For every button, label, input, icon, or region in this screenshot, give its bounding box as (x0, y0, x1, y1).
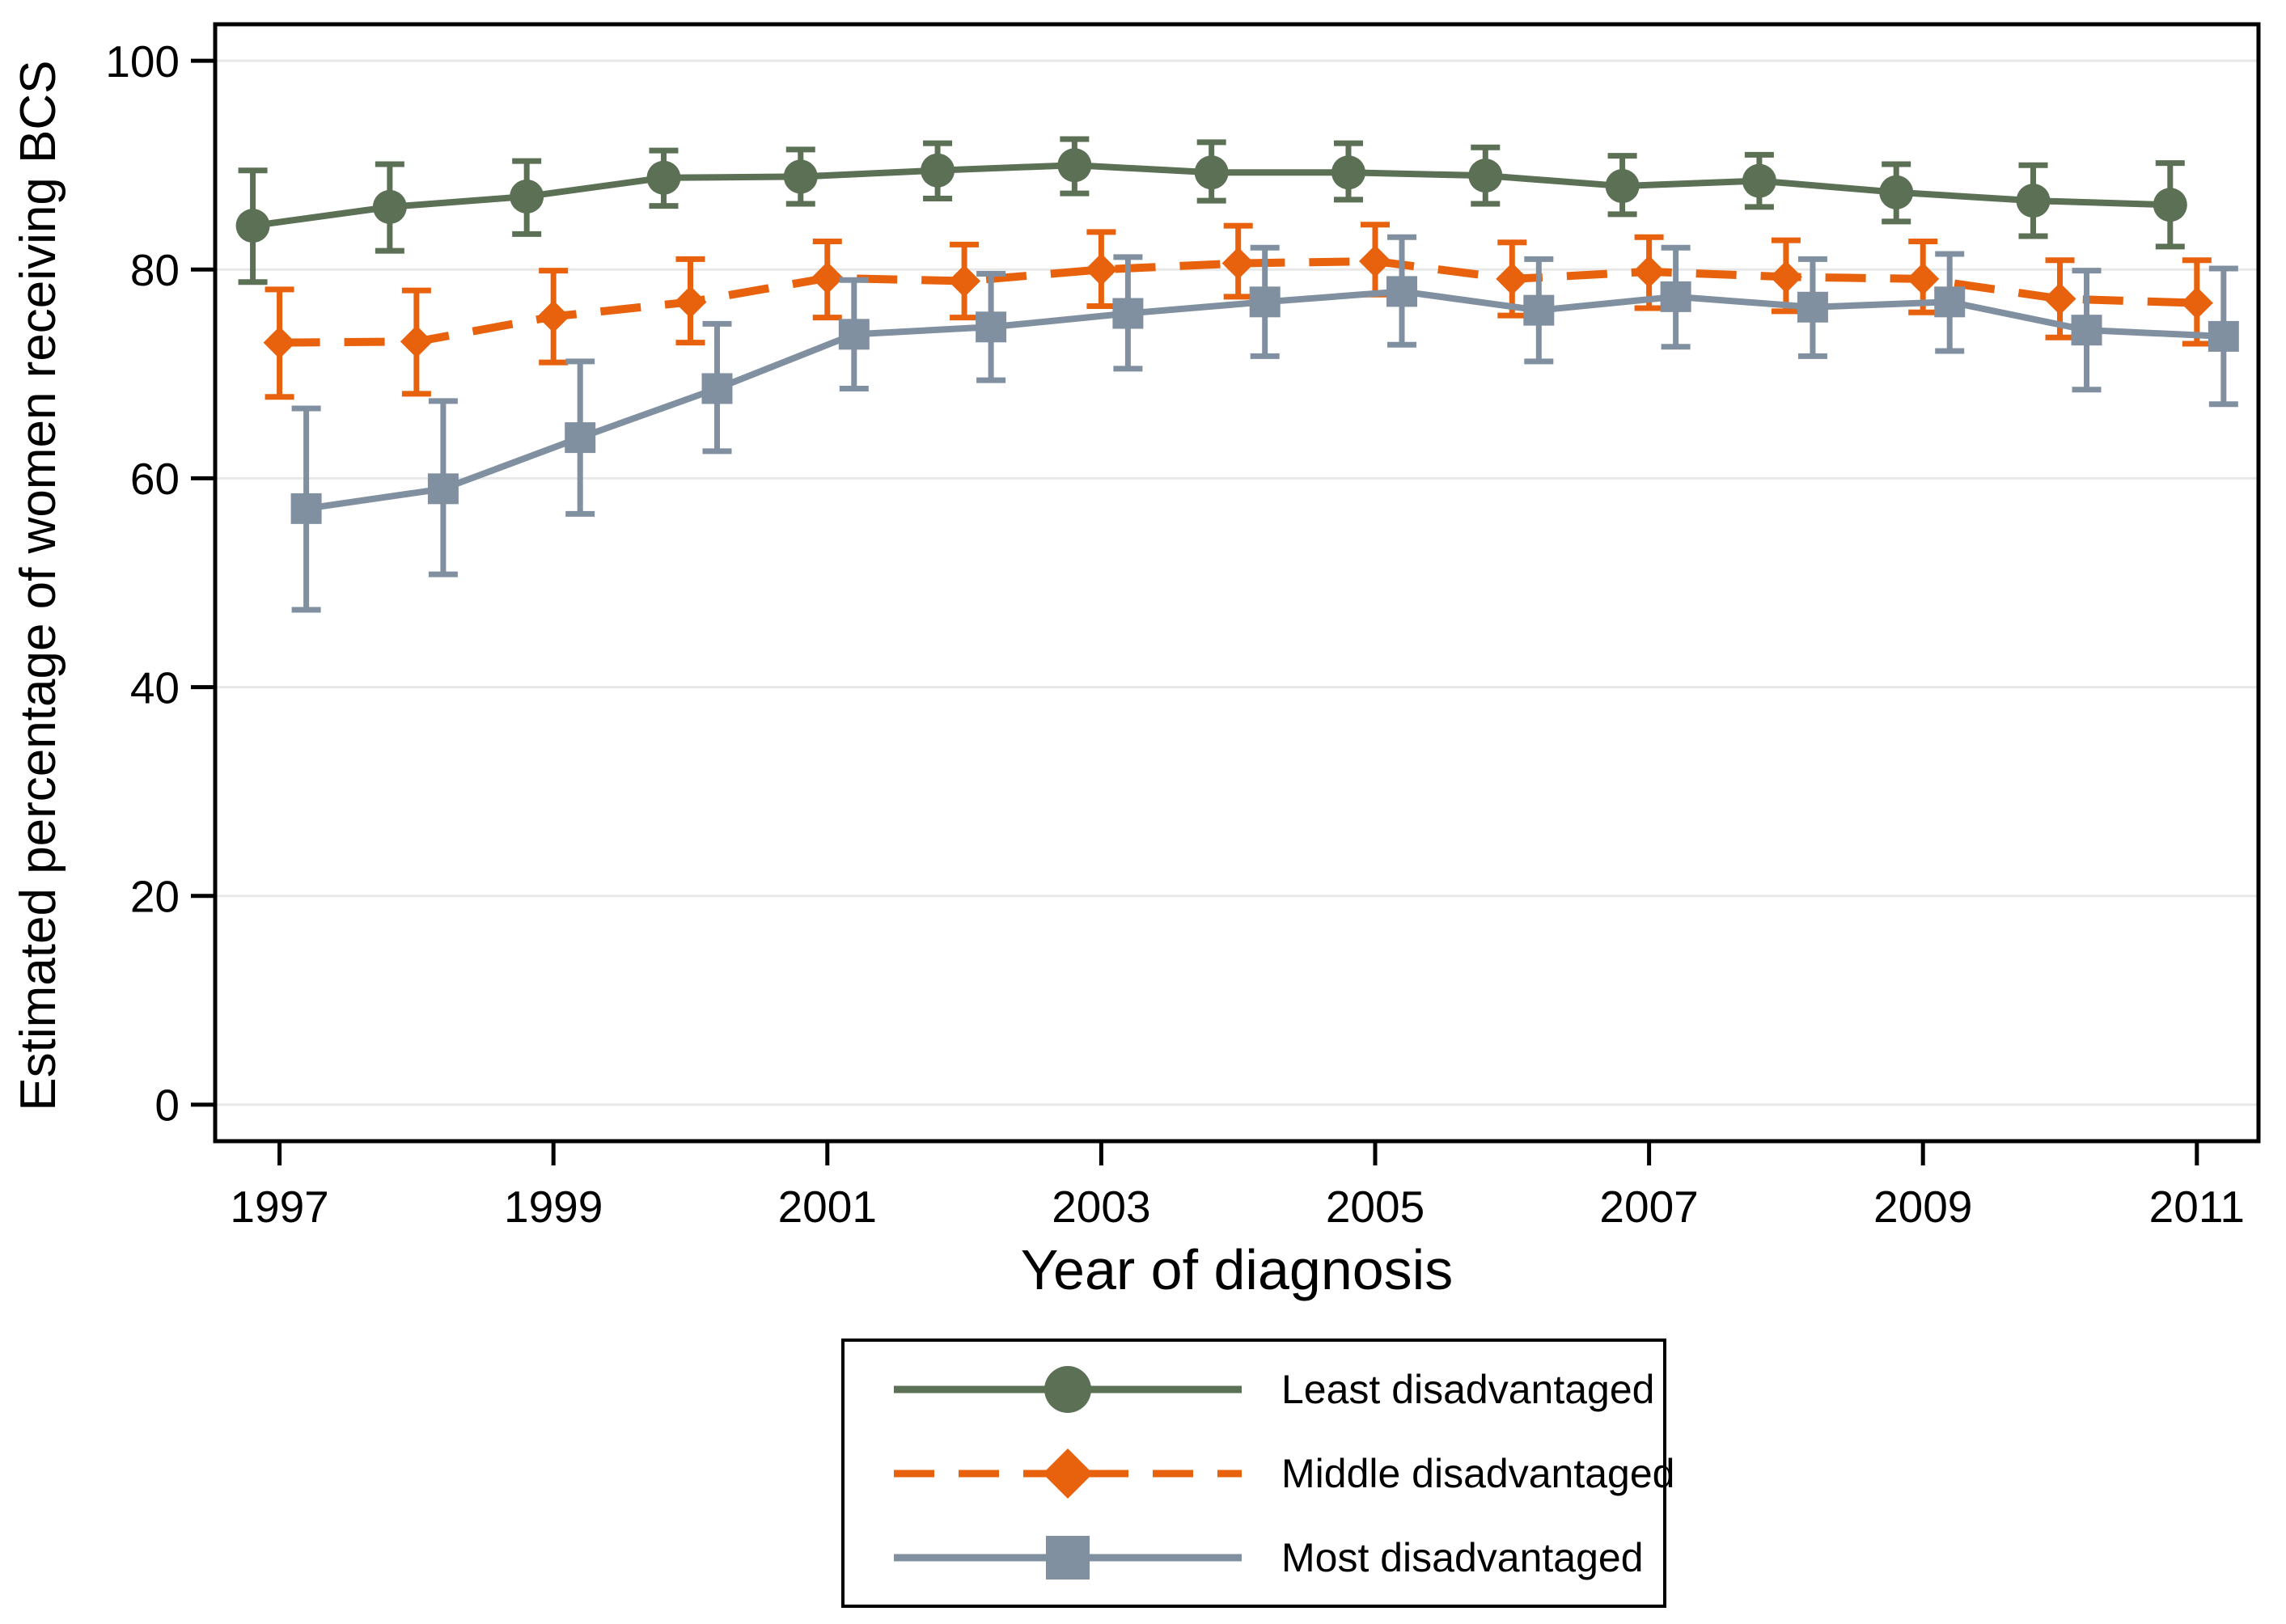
plot-border (213, 22, 2261, 1144)
x-tick-label: 1999 (504, 1182, 603, 1232)
data-point-square (1660, 281, 1691, 312)
data-point-square (565, 422, 596, 454)
x-tick-label: 2005 (1326, 1182, 1425, 1232)
x-tick-label: 2009 (1873, 1182, 1972, 1232)
data-point-square (427, 473, 459, 505)
data-point-diamond (1496, 262, 1529, 295)
data-point-square (701, 373, 733, 404)
y-tick-label: 20 (130, 871, 180, 921)
data-point-diamond (674, 285, 707, 319)
y-tick-label: 40 (130, 662, 180, 713)
data-point-square (1934, 286, 1966, 318)
data-point-diamond (1358, 244, 1391, 277)
data-point-diamond (400, 325, 433, 358)
legend-item: Most disadvantaged (890, 1516, 1663, 1600)
legend-label: Least disadvantaged (1281, 1366, 1655, 1412)
legend-sample-marker (1046, 1535, 1090, 1580)
data-point-circle (510, 179, 544, 214)
data-point-circle (372, 189, 407, 224)
legend-label: Middle disadvantaged (1281, 1450, 1675, 1496)
data-point-circle (1194, 155, 1229, 190)
data-point-square (1523, 294, 1555, 326)
legend: Least disadvantaged Middle disadvantaged… (841, 1339, 1674, 1608)
legend-item: Middle disadvantaged (890, 1432, 1674, 1516)
legend-sample-marker (1043, 1448, 1093, 1499)
data-point-square (2071, 315, 2102, 346)
y-tick-label: 0 (155, 1081, 180, 1131)
data-point-diamond (1085, 253, 1118, 286)
data-point-diamond (1907, 262, 1940, 295)
data-point-square (2208, 320, 2239, 352)
data-point-circle (1468, 159, 1503, 193)
data-point-circle (2016, 184, 2051, 218)
circle-marker-icon (894, 1365, 1242, 1413)
x-tick-label: 1997 (230, 1182, 328, 1232)
data-point-diamond (537, 300, 570, 333)
data-point-diamond (811, 261, 844, 294)
y-axis-title: Estimated percentage of women receiving … (10, 60, 66, 1111)
data-point-diamond (1221, 247, 1255, 280)
legend-item: Least disadvantaged (890, 1347, 1663, 1432)
x-tick-label: 2011 (2149, 1182, 2245, 1232)
data-point-circle (1605, 169, 1640, 204)
data-point-square (976, 311, 1007, 343)
data-point-diamond (948, 264, 981, 298)
data-point-circle (921, 153, 955, 188)
data-point-square (1249, 286, 1281, 318)
data-point-circle (1879, 175, 1914, 209)
y-tick-label: 80 (130, 245, 180, 295)
diamond-marker-icon (894, 1448, 1242, 1499)
data-point-square (838, 319, 870, 350)
data-point-circle (2153, 188, 2187, 222)
data-point-circle (1742, 163, 1776, 198)
data-point-circle (235, 209, 270, 243)
x-tick-label: 2001 (778, 1182, 877, 1232)
data-point-square (290, 493, 322, 524)
y-tick-label: 100 (105, 36, 180, 87)
data-point-circle (1057, 148, 1092, 183)
data-point-square (1797, 291, 1828, 323)
x-axis-title: Year of diagnosis (1020, 1238, 1454, 1301)
legend-sample-marker (1044, 1365, 1091, 1413)
legend-label: Most disadvantaged (1281, 1534, 1644, 1580)
data-point-square (1112, 298, 1144, 329)
x-tick-label: 2007 (1599, 1182, 1698, 1232)
data-point-diamond (1769, 260, 1802, 294)
data-point-circle (646, 160, 681, 195)
data-point-diamond (1632, 255, 1666, 288)
data-point-diamond (263, 326, 296, 359)
y-tick-label: 60 (130, 454, 180, 504)
x-tick-label: 2003 (1052, 1182, 1150, 1232)
data-point-diamond (2180, 286, 2213, 319)
square-marker-icon (894, 1535, 1242, 1580)
data-point-diamond (2043, 282, 2076, 315)
data-point-square (1386, 276, 1418, 307)
data-point-circle (1331, 155, 1365, 190)
data-point-circle (783, 159, 818, 194)
